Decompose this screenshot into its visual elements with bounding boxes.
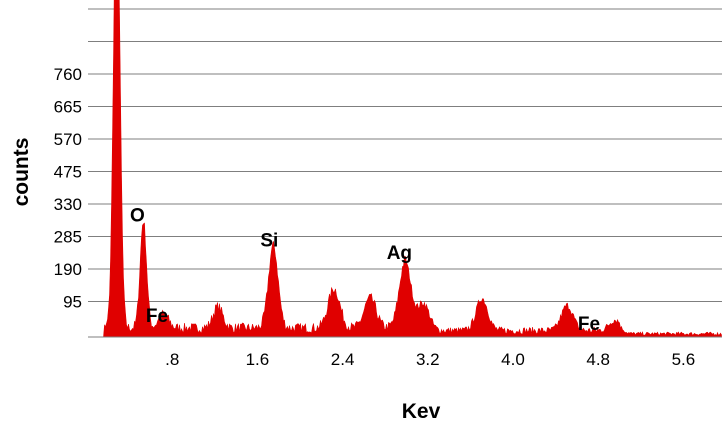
x-tick-labels: .81.62.43.24.04.85.66.47.2 (165, 350, 696, 369)
spectrum-area (96, 0, 722, 338)
peak-label-si: Si (260, 231, 278, 252)
x-tick-label: .8 (165, 350, 179, 369)
x-tick-label: 4.0 (501, 350, 525, 369)
x-tick-label: 2.4 (331, 350, 355, 369)
peak-label-ag: Ag (387, 243, 412, 264)
y-tick-label: 285 (54, 228, 82, 247)
y-tick-label: 190 (54, 260, 82, 279)
spectrum-series (96, 0, 722, 338)
peak-label-o: O (130, 206, 145, 227)
peak-label-fe: Fe (146, 306, 168, 327)
y-tick-labels: 95 190 285 330 475 570 665 760 (54, 65, 82, 312)
x-axis-label: Kev (402, 400, 441, 423)
x-tick-label: 5.6 (672, 350, 696, 369)
y-tick-label: 760 (54, 65, 82, 84)
y-tick-label: 330 (54, 195, 82, 214)
y-tick-label: 475 (54, 163, 82, 182)
y-axis-label: counts (10, 138, 33, 207)
y-tick-label: 95 (63, 293, 82, 312)
y-tick-label: 665 (54, 98, 82, 117)
y-tick-label: 570 (54, 130, 82, 149)
peak-label-fe: Fe (578, 314, 600, 335)
peak-annotations: COFeSiAgFe (130, 206, 600, 335)
x-tick-label: 1.6 (246, 350, 270, 369)
x-tick-label: 3.2 (416, 350, 440, 369)
x-tick-label: 4.8 (586, 350, 610, 369)
